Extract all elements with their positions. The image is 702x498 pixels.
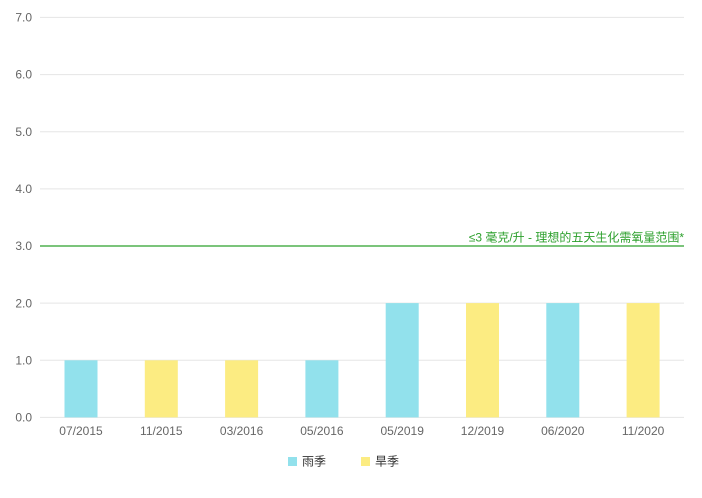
svg-text:雨季: 雨季 [302,455,326,469]
svg-text:2.0: 2.0 [15,296,32,310]
svg-text:旱季: 旱季 [375,455,399,469]
svg-text:0.0: 0.0 [15,411,32,425]
svg-text:12/2019: 12/2019 [461,424,505,438]
svg-text:11/2020: 11/2020 [622,424,665,438]
svg-text:05/2019: 05/2019 [381,424,425,438]
svg-text:7.0: 7.0 [15,11,32,25]
svg-text:3.0: 3.0 [15,239,32,253]
svg-text:≤3 毫克/升 - 理想的五天生化需氧量范围*: ≤3 毫克/升 - 理想的五天生化需氧量范围* [469,230,685,245]
svg-text:1.0: 1.0 [15,354,32,368]
svg-text:05/2016: 05/2016 [300,424,344,438]
svg-text:03/2016: 03/2016 [220,424,264,438]
svg-text:11/2015: 11/2015 [140,424,183,438]
svg-text:4.0: 4.0 [15,182,32,196]
svg-text:5.0: 5.0 [15,125,32,139]
svg-text:06/2020: 06/2020 [541,424,585,438]
svg-text:07/2015: 07/2015 [59,424,103,438]
svg-text:6.0: 6.0 [15,68,32,82]
